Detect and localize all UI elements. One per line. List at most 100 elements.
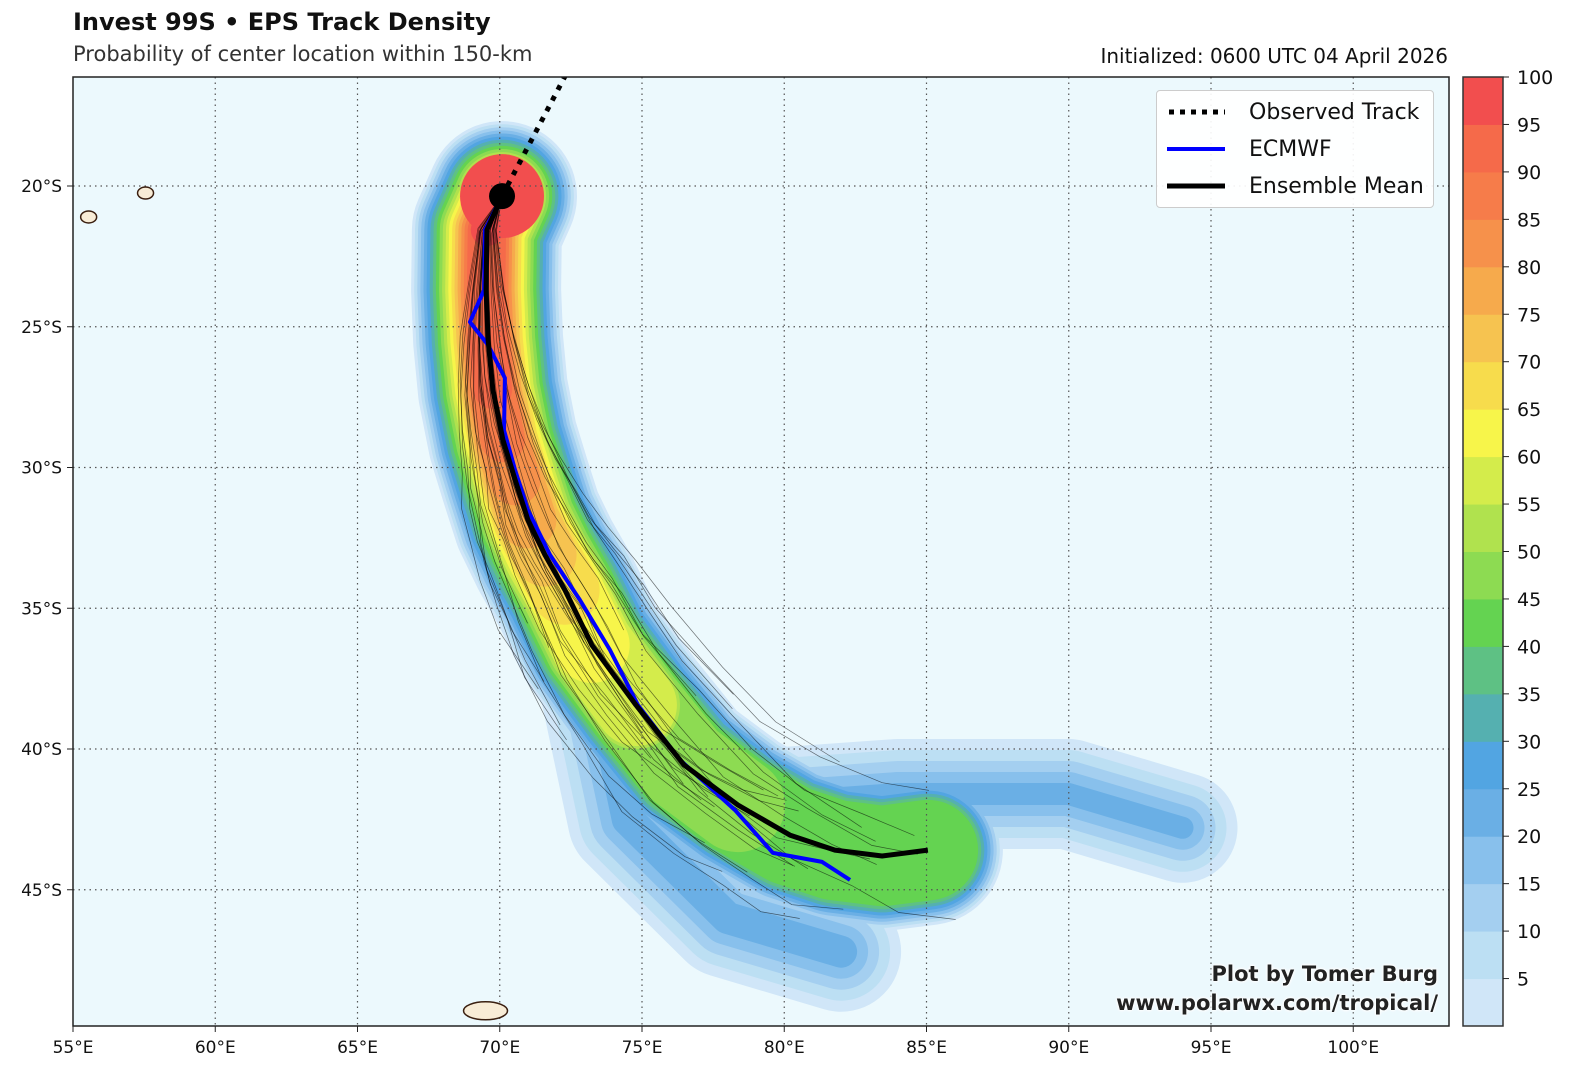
member-track: [491, 196, 956, 920]
colorbar-label: 70: [1517, 352, 1541, 374]
x-tick-label: 55°E: [53, 1038, 94, 1058]
island: [462, 1001, 509, 1021]
tracks: [467, 77, 929, 882]
member-track: [457, 195, 539, 690]
colorbar-label: 35: [1517, 684, 1541, 706]
member-track: [495, 196, 733, 710]
member-track: [465, 195, 528, 624]
gridlines: [73, 77, 1449, 1026]
ensemble-mean-track: [483, 195, 929, 859]
x-tick-label: 90°E: [1048, 1038, 1089, 1058]
legend-ecmwf: ECMWF: [1167, 134, 1332, 164]
colorbar-bin-75: [1463, 266, 1503, 315]
x-tick-label: 60°E: [195, 1038, 236, 1058]
chart-title: Invest 99S • EPS Track Density: [73, 8, 491, 36]
initialized-time: Initialized: 0600 UTC 04 April 2026: [1100, 44, 1448, 68]
colorbar-bin-45: [1463, 551, 1503, 600]
colorbar-label: 55: [1517, 494, 1541, 516]
x-tick-label: 85°E: [906, 1038, 947, 1058]
colorbar-bin-85: [1463, 171, 1503, 220]
colorbar-label: 15: [1517, 874, 1541, 896]
x-tick-label: 70°E: [479, 1038, 520, 1058]
colorbar-label: 25: [1517, 779, 1541, 801]
colorbar-bin-90: [1463, 124, 1503, 173]
y-tick-label: 20°S: [21, 177, 62, 197]
colorbar-bin-15: [1463, 836, 1503, 885]
colorbar-label: 40: [1517, 636, 1541, 658]
plot-frame: [72, 76, 1450, 1027]
colorbar-label: 50: [1517, 542, 1541, 564]
black-line-icon: [1167, 183, 1225, 189]
y-tick-label: 45°S: [21, 881, 62, 901]
colorbar-label: 60: [1517, 447, 1541, 469]
y-tick-label: 30°S: [21, 459, 62, 479]
colorbar-label: 5: [1517, 969, 1529, 991]
y-tick-label: 25°S: [21, 318, 62, 338]
colorbar-label: 85: [1517, 209, 1541, 231]
colorbar-bin-55: [1463, 456, 1503, 505]
colorbar-bin-10: [1463, 883, 1503, 932]
member-track: [459, 195, 545, 682]
dotted-line-icon: [1169, 109, 1225, 115]
current-position-marker: [489, 183, 516, 210]
x-tick-label: 80°E: [764, 1038, 805, 1058]
legend-ensemble-mean: Ensemble Mean: [1167, 171, 1424, 201]
member-track: [470, 195, 715, 808]
member-track: [489, 195, 625, 631]
axis-ticks: 55°E 60°E 65°E 70°E 75°E 80°E 85°E 90°E 95°E 100°…: [21, 177, 1379, 1058]
member-track: [464, 195, 561, 726]
colorbar-bin-50: [1463, 504, 1503, 552]
colorbar-label: 20: [1517, 826, 1541, 848]
legend-observed-track: Observed Track: [1167, 97, 1419, 127]
colorbar-label: 90: [1517, 162, 1541, 184]
colorbar-label: 75: [1517, 304, 1541, 326]
colorbar-bin-0: [1463, 978, 1503, 1027]
member-track: [477, 195, 748, 873]
member-track: [491, 195, 697, 697]
colorbar-label: 95: [1517, 114, 1541, 136]
member-track: [460, 195, 723, 872]
colorbar-bin-35: [1463, 646, 1503, 695]
colorbar-bin-5: [1463, 931, 1503, 980]
island: [79, 210, 98, 224]
member-track: [494, 196, 840, 763]
legend-label: Observed Track: [1249, 99, 1420, 125]
member-track: [466, 195, 705, 844]
y-tick-label: 35°S: [21, 599, 62, 619]
legend-label: Ensemble Mean: [1249, 173, 1424, 199]
member-track: [492, 196, 915, 836]
colorbar-label: 10: [1517, 921, 1541, 943]
member-track: [472, 195, 800, 919]
member-track: [473, 195, 550, 648]
member-track: [493, 196, 929, 791]
x-tick-label: 100°E: [1327, 1038, 1379, 1058]
colorbar-label: 65: [1517, 399, 1541, 421]
colorbar-bin-30: [1463, 693, 1503, 742]
colorbar-bin-70: [1463, 314, 1503, 363]
island: [136, 186, 155, 200]
chart-subtitle: Probability of center location within 15…: [73, 42, 533, 66]
x-tick-label: 75°E: [622, 1038, 663, 1058]
member-track: [492, 196, 876, 842]
colorbar-bin-80: [1463, 219, 1503, 268]
colorbar-bin-25: [1463, 741, 1503, 790]
legend-label: ECMWF: [1249, 136, 1332, 162]
x-tick-label: 95°E: [1191, 1038, 1232, 1058]
colorbar-bin-60: [1463, 409, 1503, 458]
ecmwf-track: [467, 195, 852, 882]
y-tick-label: 40°S: [21, 740, 62, 760]
colorbar-bin-95: [1463, 77, 1503, 125]
colorbar-bin-20: [1463, 788, 1503, 837]
colorbar-label: 100: [1517, 67, 1553, 89]
islands: [79, 186, 509, 1021]
colorbar: 5 10 15 20 25 30 35 40 45 50 55 60 65 70 75 80 85 90 95 100: [1462, 67, 1553, 1027]
credit-author: Plot by Tomer Burg: [1211, 962, 1439, 986]
credit-url: www.polarwx.com/tropical/: [1116, 991, 1438, 1015]
legend: Observed Track ECMWF Ensemble Mean: [1156, 90, 1434, 208]
colorbar-bin-40: [1463, 598, 1503, 647]
colorbar-label: 30: [1517, 731, 1541, 753]
member-track: [480, 195, 799, 812]
blue-line-icon: [1167, 147, 1225, 151]
x-tick-label: 65°E: [337, 1038, 378, 1058]
